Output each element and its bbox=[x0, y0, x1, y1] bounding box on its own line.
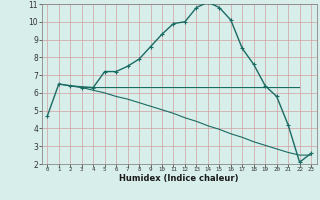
X-axis label: Humidex (Indice chaleur): Humidex (Indice chaleur) bbox=[119, 174, 239, 183]
